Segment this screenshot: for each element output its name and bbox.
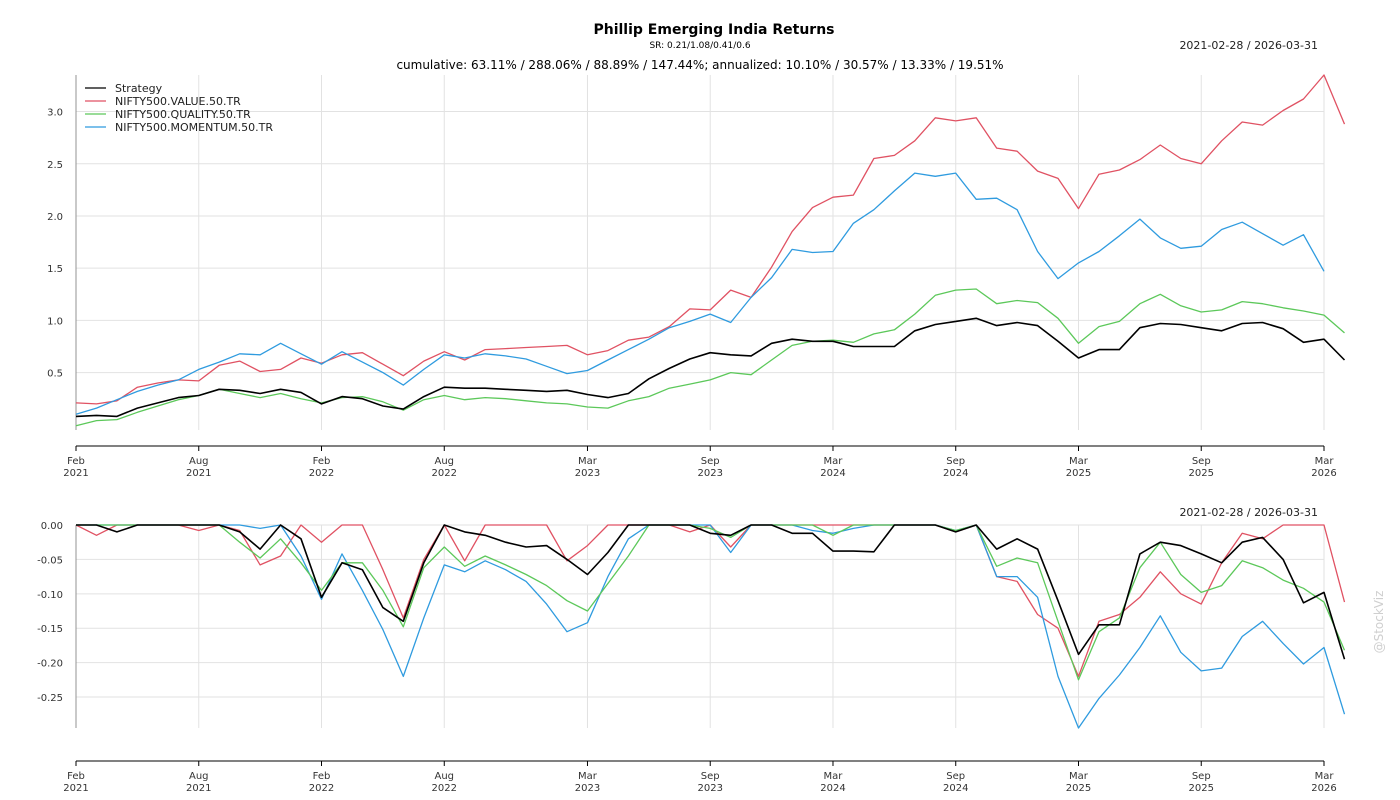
bottom-x-tick-year: 2025 — [1066, 783, 1091, 794]
top-x-tick-label: Sep — [701, 456, 720, 467]
top-x-tick-year: 2022 — [432, 468, 457, 479]
bottom-y-tick-label: -0.05 — [37, 555, 63, 566]
top-x-tick-label: Sep — [1192, 456, 1211, 467]
top-y-tick-label: 1.5 — [47, 264, 63, 275]
bottom-x-tick-year: 2026 — [1311, 783, 1336, 794]
bottom-x-tick-label: Mar — [578, 771, 598, 782]
top-x-tick-label: Mar — [824, 456, 844, 467]
legend-label: NIFTY500.VALUE.50.TR — [115, 95, 241, 108]
drawdown-plot: Feb2021Aug2021Feb2022Aug2022Mar2023Sep20… — [37, 521, 1346, 794]
top-y-tick-label: 0.5 — [47, 369, 63, 380]
top-x-tick-year: 2021 — [63, 468, 88, 479]
top-y-tick-label: 2.0 — [47, 212, 63, 223]
top-date-range: 2021-02-28 / 2026-03-31 — [1179, 39, 1318, 52]
chart-subtitle: SR: 0.21/1.08/0.41/0.6 — [649, 41, 750, 51]
bottom-x-tick-year: 2024 — [820, 783, 845, 794]
bottom-x-tick-label: Feb — [313, 771, 331, 782]
bottom-x-tick-label: Sep — [946, 771, 965, 782]
top-x-tick-year: 2023 — [575, 468, 600, 479]
top-x-tick-year: 2024 — [943, 468, 968, 479]
cumulative-returns-plot: Feb2021Aug2021Feb2022Aug2022Mar2023Sep20… — [47, 74, 1346, 479]
bottom-x-tick-year: 2025 — [1189, 783, 1214, 794]
bottom-x-tick-year: 2021 — [63, 783, 88, 794]
bottom-x-tick-label: Aug — [189, 771, 209, 782]
top-x-tick-year: 2022 — [309, 468, 334, 479]
bottom-y-tick-label: -0.25 — [37, 693, 63, 704]
bottom-series-line-nifty500-quality-50-tr — [76, 524, 1346, 681]
top-x-tick-label: Sep — [946, 456, 965, 467]
watermark-text: @StockViz — [1372, 591, 1386, 654]
bottom-series-line-nifty500-momentum-50-tr — [76, 524, 1346, 729]
top-y-tick-label: 2.5 — [47, 160, 63, 171]
bottom-y-tick-label: -0.10 — [37, 590, 63, 601]
top-x-tick-year: 2021 — [186, 468, 211, 479]
bottom-series-line-strategy — [76, 524, 1346, 660]
bottom-x-tick-label: Mar — [1315, 771, 1335, 782]
bottom-x-tick-year: 2022 — [309, 783, 334, 794]
top-x-tick-year: 2026 — [1311, 468, 1336, 479]
top-x-tick-label: Mar — [1315, 456, 1335, 467]
top-series-line-nifty500-quality-50-tr — [75, 288, 1345, 427]
bottom-x-tick-label: Aug — [434, 771, 454, 782]
bottom-x-tick-year: 2023 — [698, 783, 723, 794]
top-series-line-strategy — [75, 317, 1346, 418]
bottom-y-tick-label: -0.20 — [37, 659, 63, 670]
bottom-x-tick-year: 2022 — [432, 783, 457, 794]
chart-title: Phillip Emerging India Returns — [593, 22, 834, 38]
top-series-line-nifty500-value-50-tr — [75, 74, 1346, 405]
legend-label: Strategy — [115, 82, 163, 95]
top-series-line-nifty500-momentum-50-tr — [75, 172, 1325, 415]
bottom-x-tick-label: Sep — [701, 771, 720, 782]
bottom-y-tick-label: -0.15 — [37, 624, 63, 635]
top-x-tick-label: Aug — [434, 456, 454, 467]
top-x-tick-label: Feb — [313, 456, 331, 467]
top-x-tick-label: Mar — [1069, 456, 1089, 467]
top-x-tick-year: 2025 — [1189, 468, 1214, 479]
bottom-x-tick-label: Mar — [1069, 771, 1089, 782]
bottom-x-tick-label: Sep — [1192, 771, 1211, 782]
top-x-tick-label: Mar — [578, 456, 598, 467]
performance-stats: cumulative: 63.11% / 288.06% / 88.89% / … — [396, 58, 1003, 72]
top-x-tick-year: 2023 — [698, 468, 723, 479]
bottom-x-tick-year: 2023 — [575, 783, 600, 794]
bottom-y-tick-label: 0.00 — [41, 521, 63, 532]
legend-label: NIFTY500.MOMENTUM.50.TR — [115, 121, 273, 134]
bottom-x-tick-label: Feb — [67, 771, 85, 782]
bottom-x-tick-year: 2021 — [186, 783, 211, 794]
top-y-tick-label: 1.0 — [47, 316, 63, 327]
top-y-tick-label: 3.0 — [47, 108, 63, 119]
bottom-date-range: 2021-02-28 / 2026-03-31 — [1179, 506, 1318, 519]
bottom-x-tick-year: 2024 — [943, 783, 968, 794]
top-x-tick-year: 2025 — [1066, 468, 1091, 479]
top-x-tick-year: 2024 — [820, 468, 845, 479]
top-x-tick-label: Feb — [67, 456, 85, 467]
bottom-x-tick-label: Mar — [824, 771, 844, 782]
legend-label: NIFTY500.QUALITY.50.TR — [115, 108, 251, 121]
top-x-tick-label: Aug — [189, 456, 209, 467]
